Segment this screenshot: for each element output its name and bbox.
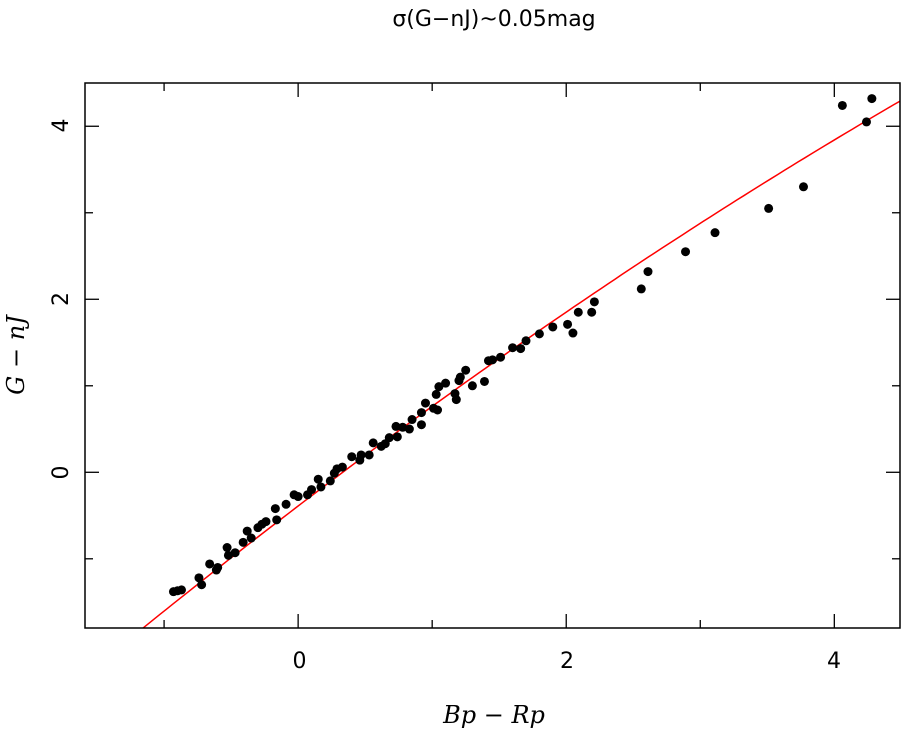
- data-point: [246, 533, 256, 543]
- data-point: [222, 543, 232, 553]
- data-point: [643, 267, 653, 277]
- data-point: [293, 492, 303, 502]
- data-point: [636, 284, 646, 294]
- y-tick-label: 2: [49, 292, 74, 306]
- chart-title: σ(G−nJ)~0.05mag: [392, 7, 595, 32]
- data-point: [451, 395, 461, 405]
- data-point: [573, 307, 583, 317]
- data-point: [270, 504, 280, 514]
- data-point: [441, 378, 451, 388]
- y-tick-label: 0: [49, 466, 74, 480]
- data-point: [420, 398, 430, 408]
- data-point: [223, 550, 233, 560]
- data-point: [508, 343, 518, 353]
- data-point: [479, 376, 489, 386]
- data-point: [416, 420, 426, 430]
- data-point: [194, 573, 204, 583]
- data-point: [516, 344, 526, 354]
- data-point: [861, 117, 871, 127]
- data-point: [488, 355, 497, 365]
- data-point: [433, 405, 443, 415]
- data-point: [798, 182, 808, 192]
- data-point: [242, 526, 252, 536]
- data-point: [534, 329, 544, 339]
- data-point: [257, 519, 267, 529]
- data-point: [307, 485, 317, 495]
- data-point: [205, 559, 215, 569]
- y-tick-label: 4: [49, 119, 74, 133]
- data-point: [391, 421, 401, 431]
- data-point: [356, 450, 366, 460]
- data-point: [281, 499, 291, 509]
- data-point: [337, 462, 347, 472]
- data-point: [272, 515, 282, 525]
- data-point: [238, 537, 248, 547]
- data-point: [568, 328, 578, 338]
- data-point: [587, 307, 597, 317]
- data-point: [710, 228, 720, 238]
- y-axis-label: G − nJ: [2, 314, 30, 395]
- data-point: [764, 203, 774, 213]
- data-point: [197, 580, 207, 590]
- plot-frame: [84, 82, 901, 629]
- data-point: [172, 586, 182, 596]
- data-point: [461, 365, 471, 375]
- x-tick-label: 2: [560, 649, 574, 674]
- data-point: [496, 352, 506, 362]
- data-point: [416, 408, 426, 418]
- x-tick-label: 0: [293, 649, 307, 674]
- data-point: [563, 319, 573, 329]
- data-point: [434, 382, 444, 392]
- data-point: [313, 474, 323, 484]
- x-tick-label: 4: [827, 649, 841, 674]
- data-point: [431, 389, 441, 399]
- data-point: [325, 476, 335, 486]
- data-point: [589, 297, 599, 307]
- data-point: [407, 415, 417, 425]
- data-point: [681, 247, 691, 257]
- data-point: [368, 438, 378, 448]
- data-point: [837, 100, 847, 110]
- data-point: [467, 381, 477, 391]
- x-axis-label: Bp − Rp: [442, 701, 545, 729]
- data-point: [392, 432, 402, 442]
- data-point: [404, 424, 414, 434]
- plot-area: [141, 94, 900, 628]
- data-point: [867, 94, 877, 104]
- data-point: [521, 336, 531, 346]
- data-point: [384, 433, 394, 443]
- data-point: [213, 562, 223, 572]
- axis-ticks: [85, 83, 900, 628]
- data-point: [548, 322, 558, 332]
- data-point: [364, 450, 374, 460]
- data-point: [347, 452, 357, 462]
- data-point: [455, 372, 465, 382]
- fit-curve: [141, 100, 900, 628]
- data-point: [316, 482, 326, 492]
